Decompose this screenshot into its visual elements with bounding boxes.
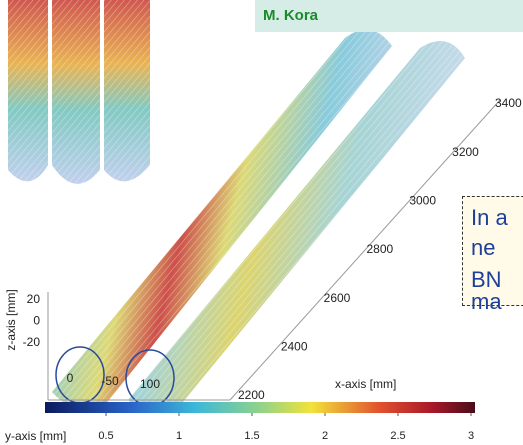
x-tick-label: 3400	[495, 96, 522, 110]
y-tick-label: -50	[101, 374, 119, 388]
z-tick-label: 20	[27, 292, 41, 306]
x-tick-label: 2600	[324, 291, 351, 305]
note-line: In a	[471, 205, 508, 231]
x-tick-label: 3200	[452, 145, 479, 159]
x-axis-label: x-axis [mm]	[335, 377, 396, 391]
x-tick-label: 2400	[281, 340, 308, 354]
note-line: ma	[471, 289, 502, 315]
note-line: ne	[471, 235, 495, 261]
x-tick-label: 2800	[367, 242, 394, 256]
colorbar	[45, 402, 475, 413]
z-tick-label: -20	[23, 335, 41, 349]
y-tick-label: 0	[67, 371, 74, 385]
figure: x-axis [mm] z-axis [mm] y-axis [mm] 2200…	[0, 0, 523, 445]
x-tick-label: 2200	[238, 388, 265, 402]
colorbar-tick-label: 3	[468, 430, 474, 442]
z-axis-label: z-axis [mm]	[4, 289, 18, 350]
colorbar-tick-label: 0.5	[98, 430, 113, 442]
colorbar-tick-label: 1.5	[244, 430, 259, 442]
colorbar-tick-label: 2.5	[390, 430, 405, 442]
colorbar-tick-label: 1	[176, 430, 182, 442]
banner-text: M. Kora	[263, 7, 318, 24]
x-tick-label: 3000	[409, 194, 436, 208]
colorbar-tick-label: 2	[322, 430, 328, 442]
inset-image	[0, 0, 160, 190]
y-axis-label: y-axis [mm]	[5, 429, 66, 443]
page: {"banner": {"text": "M. Kora"}, "plot": …	[0, 0, 523, 445]
banner: M. Kora	[255, 0, 523, 32]
y-tick-label: 100	[140, 377, 160, 391]
z-tick-label: 0	[33, 314, 40, 328]
